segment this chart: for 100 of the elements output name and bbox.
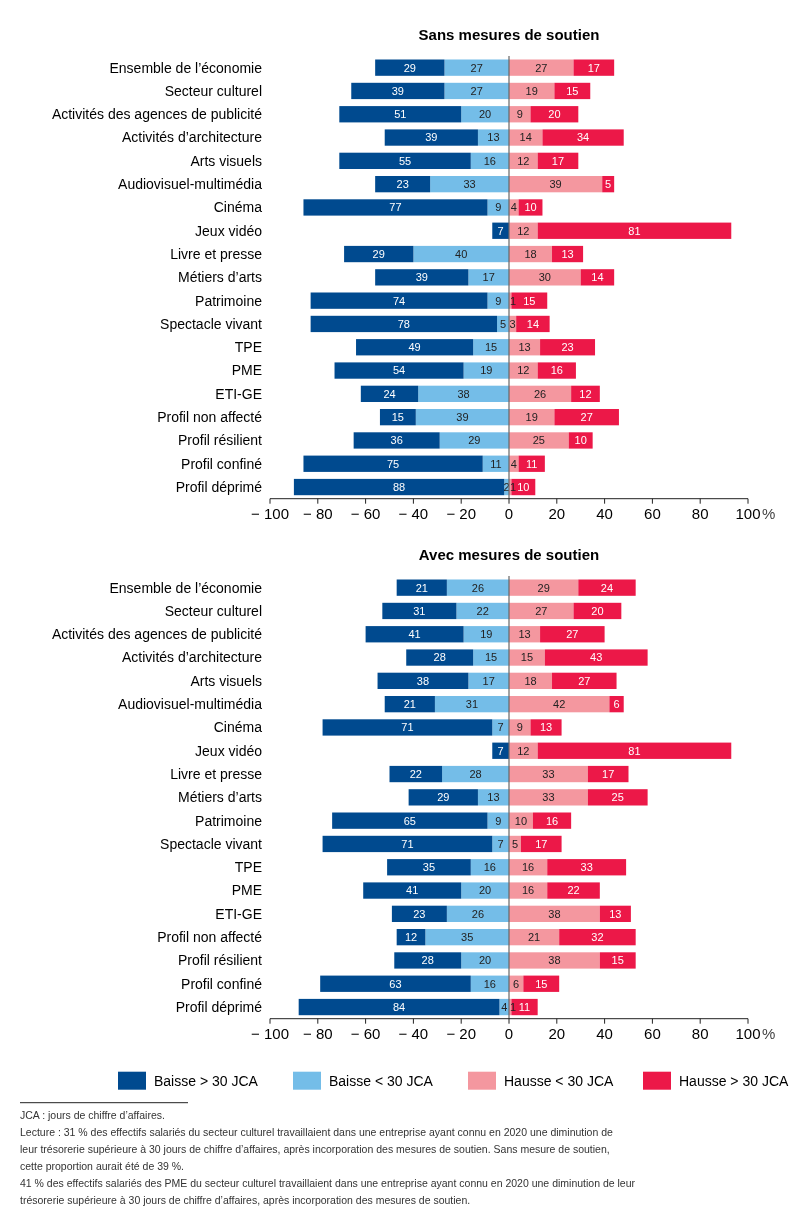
y-tick-label: Livre et presse	[170, 765, 263, 782]
bar	[509, 602, 574, 620]
bar	[509, 59, 574, 76]
data-label: 26	[471, 907, 485, 920]
data-label: 9	[495, 201, 502, 214]
data-label: 28	[433, 651, 446, 664]
data-label: 16	[483, 977, 497, 990]
bar	[492, 719, 509, 736]
bar	[351, 82, 445, 100]
y-tick-label: Profil non affecté	[157, 409, 263, 426]
data-label: 29	[468, 434, 481, 447]
bar	[406, 649, 474, 666]
y-tick-label: ETI-GE	[215, 385, 262, 402]
data-label: 27	[470, 61, 483, 74]
data-label: 1	[509, 1000, 517, 1013]
y-tick-label: Activités d’architecture	[121, 129, 263, 146]
bar	[384, 129, 478, 146]
chart-title: Sans mesures de soutien	[418, 26, 600, 43]
data-label: 13	[518, 628, 531, 641]
bar	[487, 199, 509, 216]
data-label: 33	[463, 178, 476, 190]
data-label: 9	[495, 294, 502, 307]
data-label: 6	[513, 977, 520, 990]
data-label: 16	[521, 884, 535, 897]
data-label: 5	[499, 317, 507, 330]
data-label: 71	[401, 721, 414, 734]
x-tick-label: 100	[735, 1024, 761, 1042]
data-label: 13	[487, 131, 500, 144]
data-label: 21	[403, 698, 416, 710]
x-tick-label: 20	[548, 504, 566, 522]
data-label: 33	[542, 767, 555, 780]
data-label: 13	[609, 907, 622, 920]
data-label: 10	[524, 201, 537, 214]
data-label: 78	[397, 317, 410, 330]
data-label: 63	[389, 977, 402, 990]
legend-label: Baisse < 30 JCA	[329, 1072, 434, 1089]
x-tick-label: 40	[596, 504, 613, 522]
x-tick-label: 80	[691, 504, 709, 522]
bar	[334, 362, 464, 379]
x-tick-label: − 80	[302, 504, 333, 522]
data-label: 4	[501, 1000, 508, 1013]
bar	[332, 812, 488, 829]
bar	[554, 82, 591, 100]
bar	[434, 696, 509, 713]
data-label: 17	[551, 154, 565, 167]
bar	[461, 952, 509, 969]
bar	[418, 385, 509, 403]
x-tick-label: − 60	[350, 1024, 381, 1042]
data-label: 10	[517, 480, 530, 493]
data-label: 15	[535, 977, 548, 990]
y-tick-label: Profil confiné	[181, 975, 263, 992]
data-label: 32	[591, 931, 604, 943]
data-label: 54	[392, 364, 406, 377]
data-label: 17	[602, 767, 615, 780]
data-label: 35	[422, 861, 436, 874]
bar	[578, 579, 636, 596]
data-label: 12	[517, 224, 530, 237]
bar	[520, 835, 562, 853]
bar	[537, 362, 576, 379]
bar	[363, 882, 462, 899]
bar	[360, 385, 419, 403]
bar	[456, 602, 509, 620]
data-label: 71	[401, 837, 414, 850]
legend-label: Hausse < 30 JCA	[504, 1072, 614, 1089]
data-label: 31	[465, 698, 479, 710]
y-tick-label: TPE	[234, 339, 262, 356]
legend-label: Baisse > 30 JCA	[154, 1072, 259, 1089]
bar	[477, 789, 509, 806]
y-tick-label: Livre et presse	[170, 245, 263, 262]
data-label: 24	[383, 387, 396, 400]
data-label: 21	[527, 931, 541, 943]
y-tick-label: PME	[231, 362, 262, 379]
bar	[468, 269, 509, 286]
data-label: 9	[516, 108, 523, 121]
data-label: 6	[613, 698, 620, 710]
bar	[389, 765, 443, 783]
data-label: 19	[525, 411, 538, 423]
bar	[559, 929, 636, 946]
data-label: 29	[403, 61, 416, 74]
bar	[487, 812, 509, 829]
bar	[413, 245, 509, 263]
y-tick-label: Profil confiné	[181, 455, 263, 472]
bar	[375, 269, 469, 286]
x-tick-label: − 40	[398, 1024, 429, 1042]
data-label: 18	[524, 674, 537, 687]
data-label: 21	[415, 581, 428, 594]
data-label: 14	[519, 131, 532, 144]
data-label: 81	[628, 744, 641, 757]
data-label: 40	[455, 247, 468, 260]
data-label: 26	[471, 581, 485, 594]
y-tick-label: Métiers d’arts	[177, 269, 262, 286]
data-label: 11	[518, 1000, 531, 1013]
data-label: 16	[550, 364, 563, 377]
bar	[463, 362, 509, 379]
bar	[387, 859, 471, 876]
y-tick-label: ETI-GE	[215, 905, 262, 922]
data-label: 15	[484, 341, 498, 354]
data-label: 27	[535, 61, 548, 74]
data-label: 51	[394, 108, 407, 121]
data-label: 3	[509, 317, 516, 330]
